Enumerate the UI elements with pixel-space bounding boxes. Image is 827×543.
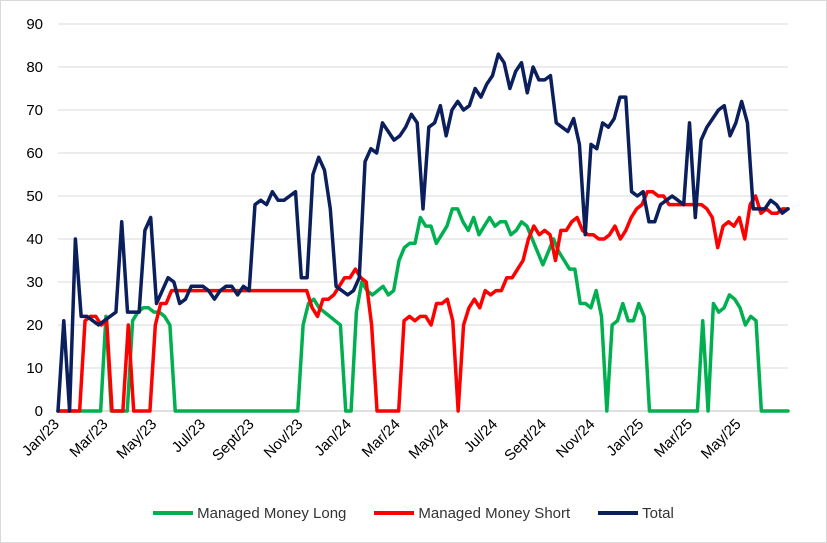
- legend-label-short: Managed Money Short: [418, 504, 571, 522]
- x-tick-label: Mar/25: [651, 416, 696, 461]
- gridlines: [58, 23, 788, 369]
- x-tick-label: May/25: [698, 416, 745, 463]
- x-tick-label: Sept/23: [209, 416, 258, 465]
- legend-swatch-total: [598, 511, 639, 515]
- x-tick-label: Nov/23: [261, 416, 307, 462]
- chart-legend: Managed Money Long Managed Money Short T…: [0, 502, 827, 524]
- legend-item-short: Managed Money Short: [374, 505, 570, 522]
- legend-swatch-long: [153, 511, 194, 515]
- x-tick-label: Nov/24: [553, 416, 599, 462]
- y-tick-label: 80: [26, 59, 43, 76]
- y-tick-label: 70: [26, 102, 43, 119]
- x-tick-label: May/24: [406, 416, 453, 463]
- x-tick-label: Jul/23: [169, 416, 209, 456]
- legend-label-long: Managed Money Long: [197, 504, 347, 522]
- x-tick-label: Jul/24: [461, 416, 501, 456]
- x-tick-label: Mar/23: [66, 416, 111, 461]
- legend-item-total: Total: [598, 505, 674, 522]
- y-tick-label: 90: [26, 16, 43, 33]
- series-line-long: [56, 207, 790, 413]
- series-line-total: [56, 52, 790, 413]
- y-tick-label: 30: [26, 274, 43, 291]
- series-lines: [56, 52, 790, 413]
- y-tick-label: 40: [26, 231, 43, 248]
- y-tick-label: 60: [26, 145, 43, 162]
- y-tick-label: 20: [26, 317, 43, 334]
- x-tick-label: May/23: [113, 416, 160, 463]
- x-tick-label: Jan/23: [19, 416, 63, 460]
- x-tick-label: Jan/24: [311, 416, 355, 460]
- y-axis-ticks: 0 10 20 30 40 50 60 70 80 90: [26, 16, 43, 420]
- x-tick-label: Sept/24: [501, 416, 550, 465]
- x-tick-label: Jan/25: [603, 416, 647, 460]
- y-tick-label: 0: [35, 403, 43, 420]
- y-tick-label: 50: [26, 188, 43, 205]
- legend-item-long: Managed Money Long: [153, 505, 346, 522]
- x-tick-label: Mar/24: [359, 416, 404, 461]
- legend-swatch-short: [374, 511, 415, 515]
- x-axis-ticks: Jan/23 Mar/23 May/23 Jul/23 Sept/23 Nov/23 Jan…: [19, 416, 745, 465]
- legend-label-total: Total: [642, 504, 674, 522]
- y-tick-label: 10: [26, 360, 43, 377]
